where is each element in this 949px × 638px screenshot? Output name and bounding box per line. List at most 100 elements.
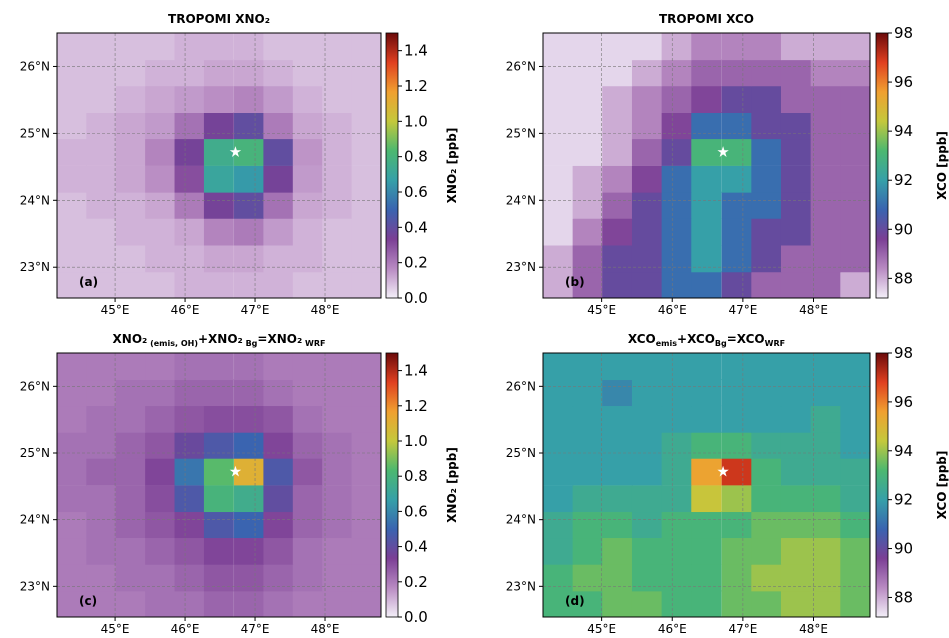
heat-cell bbox=[174, 511, 205, 539]
colorbar-tick-label: 0.4 bbox=[404, 218, 428, 236]
heat-cell bbox=[292, 86, 323, 113]
heat-cell bbox=[691, 485, 722, 513]
cells bbox=[57, 353, 381, 617]
heat-cell bbox=[810, 271, 841, 298]
heat-cell bbox=[691, 191, 722, 219]
heat-cell bbox=[780, 590, 812, 617]
heat-cell bbox=[572, 271, 603, 298]
heat-cell bbox=[721, 112, 752, 140]
colorbar-tick-label: 94 bbox=[894, 442, 913, 460]
heat-cell bbox=[691, 245, 722, 273]
heat-cell bbox=[602, 165, 633, 193]
heat-cell bbox=[145, 112, 176, 140]
heat-cell bbox=[721, 218, 752, 246]
heat-cell bbox=[810, 379, 841, 407]
heat-cell bbox=[661, 511, 692, 539]
heat-cell bbox=[691, 353, 722, 381]
heat-cell bbox=[263, 379, 294, 407]
heat-cell bbox=[351, 59, 381, 87]
heat-cell bbox=[691, 165, 722, 193]
heat-cell bbox=[234, 405, 264, 433]
colorbar-tick-label: 0.6 bbox=[404, 502, 428, 520]
heat-cell bbox=[322, 165, 353, 193]
heat-cell bbox=[780, 271, 812, 298]
heat-cell bbox=[751, 458, 782, 486]
heat-cell bbox=[572, 218, 603, 246]
colorbar-tick-label: 0.8 bbox=[404, 148, 428, 166]
heat-cell bbox=[322, 218, 353, 246]
heat-cell bbox=[115, 564, 146, 592]
heat-cell bbox=[174, 353, 205, 381]
heat-cell bbox=[602, 353, 633, 381]
heat-cell bbox=[780, 33, 812, 61]
heat-cell bbox=[572, 112, 603, 140]
heat-cell bbox=[721, 33, 752, 61]
heat-cell bbox=[351, 33, 381, 61]
heat-cell bbox=[780, 405, 812, 433]
heat-cell bbox=[691, 405, 722, 433]
heat-cell bbox=[751, 191, 782, 219]
heat-cell bbox=[86, 191, 117, 219]
heat-cell bbox=[602, 112, 633, 140]
heat-cell bbox=[810, 86, 841, 113]
heat-cell bbox=[691, 86, 722, 113]
heat-cell bbox=[572, 138, 603, 166]
heat-cell bbox=[234, 59, 264, 87]
heat-cell bbox=[115, 511, 146, 539]
colorbar-tick-label: 0.8 bbox=[404, 467, 428, 485]
heat-cell bbox=[203, 353, 234, 381]
heat-cell bbox=[661, 112, 692, 140]
heat-cell bbox=[661, 33, 692, 61]
heat-cell bbox=[57, 33, 87, 61]
heat-cell bbox=[57, 379, 87, 407]
heat-cell bbox=[145, 59, 176, 87]
heat-cell bbox=[174, 590, 205, 617]
heat-cell bbox=[292, 405, 323, 433]
colorbar bbox=[875, 32, 889, 299]
x-tick-label: 46°E bbox=[658, 622, 687, 636]
panel: 45°E 46°E 47°E 48°E 23°N 24°N 25°N 26°N (c) XNO₂ … bbox=[20, 332, 459, 636]
heat-cell bbox=[351, 112, 381, 140]
heat-cell bbox=[840, 86, 870, 113]
heat-cell bbox=[292, 458, 323, 486]
heat-cell bbox=[691, 33, 722, 61]
heat-cell bbox=[780, 511, 812, 539]
heat-cell bbox=[840, 112, 870, 140]
heat-cell bbox=[780, 379, 812, 407]
heat-cell bbox=[840, 458, 870, 486]
heat-cell bbox=[810, 564, 841, 592]
title-part: emis bbox=[656, 339, 678, 348]
heat-cell bbox=[234, 271, 264, 298]
heat-cell bbox=[840, 405, 870, 433]
x-tick-label: 47°E bbox=[241, 622, 270, 636]
title-part: Bg bbox=[243, 339, 258, 348]
colorbar-tick-label: 0.0 bbox=[404, 289, 428, 307]
heat-cell bbox=[292, 33, 323, 61]
heat-cell bbox=[631, 33, 663, 61]
heat-cell bbox=[86, 405, 117, 433]
heat-cell bbox=[115, 590, 146, 617]
heat-cell bbox=[721, 431, 752, 459]
heat-cell bbox=[602, 458, 633, 486]
heat-cell bbox=[292, 379, 323, 407]
site-marker bbox=[717, 465, 729, 477]
heat-cell bbox=[351, 245, 381, 273]
heat-cell bbox=[721, 86, 752, 113]
heat-cell bbox=[631, 191, 663, 219]
heat-cell bbox=[57, 86, 87, 113]
heat-cell bbox=[292, 191, 323, 219]
heat-cell bbox=[351, 511, 381, 539]
heat-cell bbox=[145, 458, 176, 486]
heat-cell bbox=[203, 511, 234, 539]
heat-cell bbox=[572, 405, 603, 433]
x-tick-label: 48°E bbox=[799, 303, 828, 317]
heat-cell bbox=[631, 537, 663, 565]
heat-cell bbox=[840, 353, 870, 381]
heat-cell bbox=[840, 245, 870, 273]
heat-cell bbox=[203, 138, 234, 166]
heat-cell bbox=[780, 59, 812, 87]
heat-cell bbox=[351, 485, 381, 513]
heat-cell bbox=[572, 431, 603, 459]
colorbar-tick-label: 1.4 bbox=[404, 362, 428, 380]
